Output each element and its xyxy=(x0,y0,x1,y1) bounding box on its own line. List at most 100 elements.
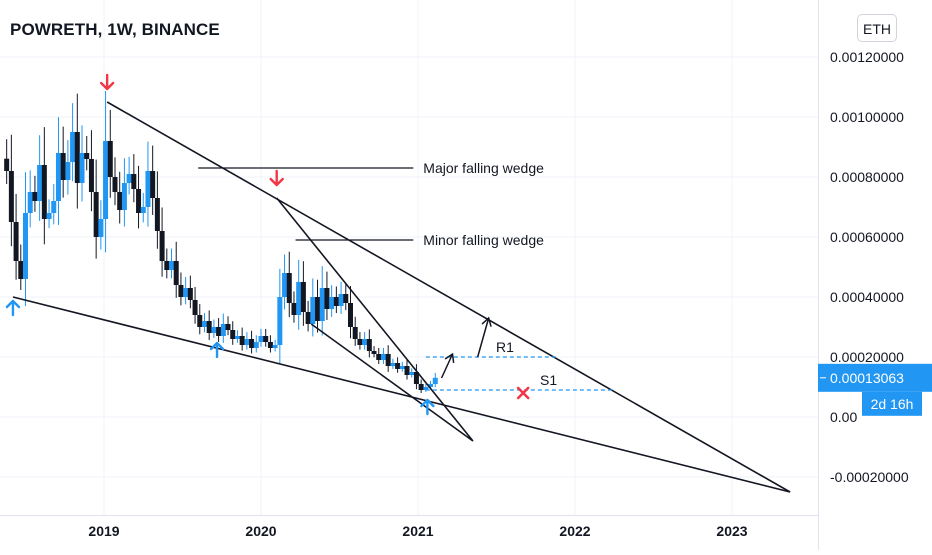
candle xyxy=(211,319,217,339)
countdown-badge xyxy=(862,391,922,416)
major-wedge-upper xyxy=(106,101,791,493)
candle xyxy=(286,251,292,318)
candle-body xyxy=(169,261,175,270)
candle-body xyxy=(93,192,99,237)
candle-body xyxy=(126,174,132,183)
candle xyxy=(187,275,193,309)
candle-body xyxy=(338,294,344,306)
r1-level-label: R1 xyxy=(496,339,514,355)
candle xyxy=(324,271,330,320)
candle xyxy=(74,93,80,209)
candle-body xyxy=(79,153,85,183)
candle-body xyxy=(324,288,330,309)
arrow-down-icon xyxy=(269,169,284,187)
candle-body xyxy=(239,336,245,345)
candle xyxy=(249,330,255,354)
candle-body xyxy=(65,162,71,180)
candle-body xyxy=(55,153,61,201)
candle xyxy=(145,141,151,227)
candle xyxy=(220,313,226,343)
candle xyxy=(395,357,401,373)
candle xyxy=(282,254,288,310)
candle xyxy=(154,171,160,249)
candle-body xyxy=(230,330,236,339)
candle xyxy=(300,261,306,326)
arrow-up-icon xyxy=(5,299,21,317)
candle-body xyxy=(300,282,306,312)
candle xyxy=(423,384,429,392)
candle xyxy=(239,327,245,351)
candle-body xyxy=(399,366,405,369)
candle xyxy=(371,346,377,358)
candle xyxy=(253,335,259,353)
candle xyxy=(315,279,321,333)
candle-body xyxy=(329,297,335,309)
candle xyxy=(51,183,57,225)
candle xyxy=(178,272,184,306)
candle xyxy=(23,172,28,307)
candle xyxy=(112,157,118,206)
candle xyxy=(418,379,424,393)
currency-button[interactable]: ETH xyxy=(857,14,897,42)
countdown-label: 2d 16h xyxy=(871,396,914,412)
candle xyxy=(150,145,156,215)
candle-body xyxy=(197,315,203,327)
y-tick-label: 0.00060000 xyxy=(830,229,904,245)
candle-body xyxy=(51,201,57,213)
y-tick-label: -0.00020000 xyxy=(830,469,909,485)
candle-body xyxy=(60,153,66,180)
candle-body xyxy=(88,159,94,192)
last-price-label: 0.00013063 xyxy=(830,370,904,386)
candle-body xyxy=(121,183,127,210)
candle xyxy=(343,283,349,311)
candle xyxy=(37,135,43,221)
candle xyxy=(79,125,85,202)
annotation-label: Major falling wedge xyxy=(423,160,544,176)
candle-body xyxy=(13,222,19,261)
candle-body xyxy=(409,372,415,375)
x-tick-label: 2023 xyxy=(716,523,747,539)
candle xyxy=(169,248,175,279)
candle-body xyxy=(159,231,165,261)
candle xyxy=(88,130,94,212)
candle-body xyxy=(145,171,151,207)
candle xyxy=(230,321,236,345)
candle xyxy=(432,372,438,388)
candle xyxy=(103,90,109,253)
candle-body xyxy=(70,132,76,162)
candle xyxy=(258,328,264,347)
candle xyxy=(376,347,382,365)
candle xyxy=(126,156,132,195)
candle xyxy=(4,139,10,184)
candle-body xyxy=(352,327,358,339)
candle-body xyxy=(103,141,109,219)
candle-body xyxy=(357,339,363,345)
candle-body xyxy=(244,339,250,345)
candle xyxy=(140,192,146,223)
candle xyxy=(60,126,66,198)
candle-body xyxy=(390,363,396,366)
candle-body xyxy=(296,282,302,315)
x-tick-label: 2019 xyxy=(88,523,119,539)
candle-body xyxy=(234,336,240,339)
candle-body xyxy=(107,141,113,177)
candle-body xyxy=(150,171,156,198)
candle-body xyxy=(41,165,47,219)
candle xyxy=(46,199,52,229)
candle-body xyxy=(258,336,264,342)
candle xyxy=(197,304,203,335)
candle-body xyxy=(4,158,10,171)
candle xyxy=(84,136,90,171)
candle-body xyxy=(267,342,273,348)
candle xyxy=(41,127,47,245)
candle xyxy=(18,244,24,291)
candle-body xyxy=(225,324,231,330)
breakout-arrow-icon xyxy=(476,316,492,358)
candle-body xyxy=(192,300,198,315)
candle-body xyxy=(32,192,38,201)
candle-body xyxy=(183,288,189,297)
y-tick-label: 0.00100000 xyxy=(830,109,904,125)
candle-body xyxy=(220,324,226,336)
